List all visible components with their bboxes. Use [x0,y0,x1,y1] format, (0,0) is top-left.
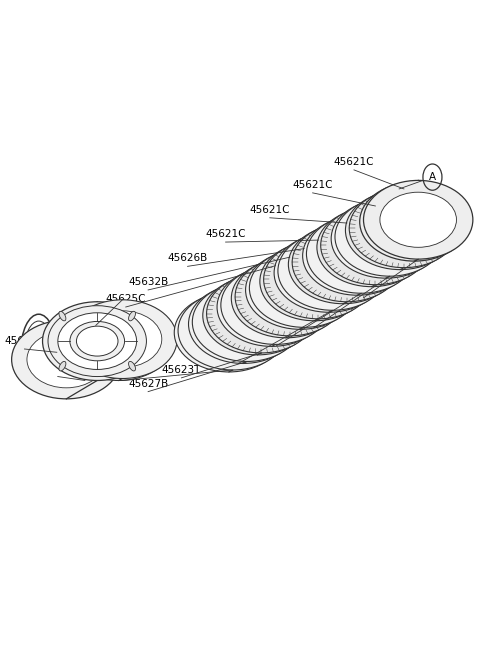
Ellipse shape [362,203,438,258]
Ellipse shape [252,269,328,324]
Ellipse shape [231,259,341,338]
Ellipse shape [246,251,355,329]
Ellipse shape [376,194,453,249]
Ellipse shape [380,192,456,247]
Ellipse shape [129,312,135,321]
Ellipse shape [318,228,396,284]
Ellipse shape [280,252,357,307]
Ellipse shape [12,320,121,399]
Ellipse shape [289,245,368,301]
Ellipse shape [24,321,54,384]
Text: 45642B: 45642B [4,336,45,346]
Text: 45622B: 45622B [256,333,297,343]
Text: 45627B: 45627B [128,379,168,389]
Ellipse shape [204,296,283,352]
Ellipse shape [288,225,398,304]
Ellipse shape [192,283,302,361]
Ellipse shape [350,209,429,265]
Ellipse shape [43,302,152,380]
Text: 45626B: 45626B [168,253,208,264]
Ellipse shape [27,331,106,388]
Ellipse shape [302,216,412,295]
Ellipse shape [322,226,400,282]
Text: 45621C: 45621C [292,180,333,190]
Ellipse shape [59,361,66,371]
Ellipse shape [333,220,410,275]
Ellipse shape [317,208,426,287]
Ellipse shape [309,235,385,290]
Ellipse shape [349,189,458,268]
Ellipse shape [223,286,300,341]
Ellipse shape [59,312,66,321]
Text: 45623T: 45623T [162,365,201,375]
Ellipse shape [264,260,343,316]
Ellipse shape [250,249,359,327]
Ellipse shape [278,232,387,310]
Ellipse shape [217,268,326,346]
Ellipse shape [219,288,296,343]
Ellipse shape [232,279,311,335]
Ellipse shape [235,257,345,336]
Text: 45622B: 45622B [293,315,334,325]
Ellipse shape [83,311,162,367]
Text: 45621C: 45621C [334,157,374,167]
Ellipse shape [363,180,473,259]
Text: 45621C: 45621C [205,229,246,239]
Ellipse shape [321,206,430,285]
Text: 45625C: 45625C [106,294,146,304]
Ellipse shape [335,197,444,276]
Ellipse shape [306,215,416,293]
Ellipse shape [276,254,353,309]
Ellipse shape [68,300,177,379]
Ellipse shape [190,304,268,361]
Text: 45624C: 45624C [343,285,384,295]
Text: 45637B: 45637B [37,363,78,374]
Ellipse shape [360,182,469,261]
Ellipse shape [366,201,442,256]
Ellipse shape [129,361,135,371]
Text: 45621C: 45621C [250,205,290,215]
Ellipse shape [274,234,384,312]
Ellipse shape [346,191,455,270]
Ellipse shape [64,302,173,380]
Ellipse shape [221,266,330,344]
Ellipse shape [189,285,298,363]
Ellipse shape [236,277,315,333]
Ellipse shape [208,294,287,350]
Ellipse shape [248,271,324,326]
Ellipse shape [347,211,425,267]
Ellipse shape [203,276,312,355]
Ellipse shape [174,293,284,372]
Ellipse shape [178,291,288,370]
Ellipse shape [76,326,118,356]
Ellipse shape [193,302,272,359]
Text: A: A [429,172,436,182]
Text: 45622B: 45622B [218,350,259,361]
Text: 45650B: 45650B [76,312,116,323]
Ellipse shape [70,321,125,361]
Ellipse shape [331,199,441,278]
Ellipse shape [261,262,340,318]
Ellipse shape [305,237,381,292]
Ellipse shape [58,313,137,369]
Text: 45633B: 45633B [102,367,143,378]
Ellipse shape [264,240,373,319]
Ellipse shape [260,242,369,321]
Ellipse shape [293,243,372,299]
Ellipse shape [292,223,402,302]
Ellipse shape [48,306,146,377]
Ellipse shape [206,274,316,353]
Text: 45632B: 45632B [128,277,168,287]
Ellipse shape [337,218,414,273]
